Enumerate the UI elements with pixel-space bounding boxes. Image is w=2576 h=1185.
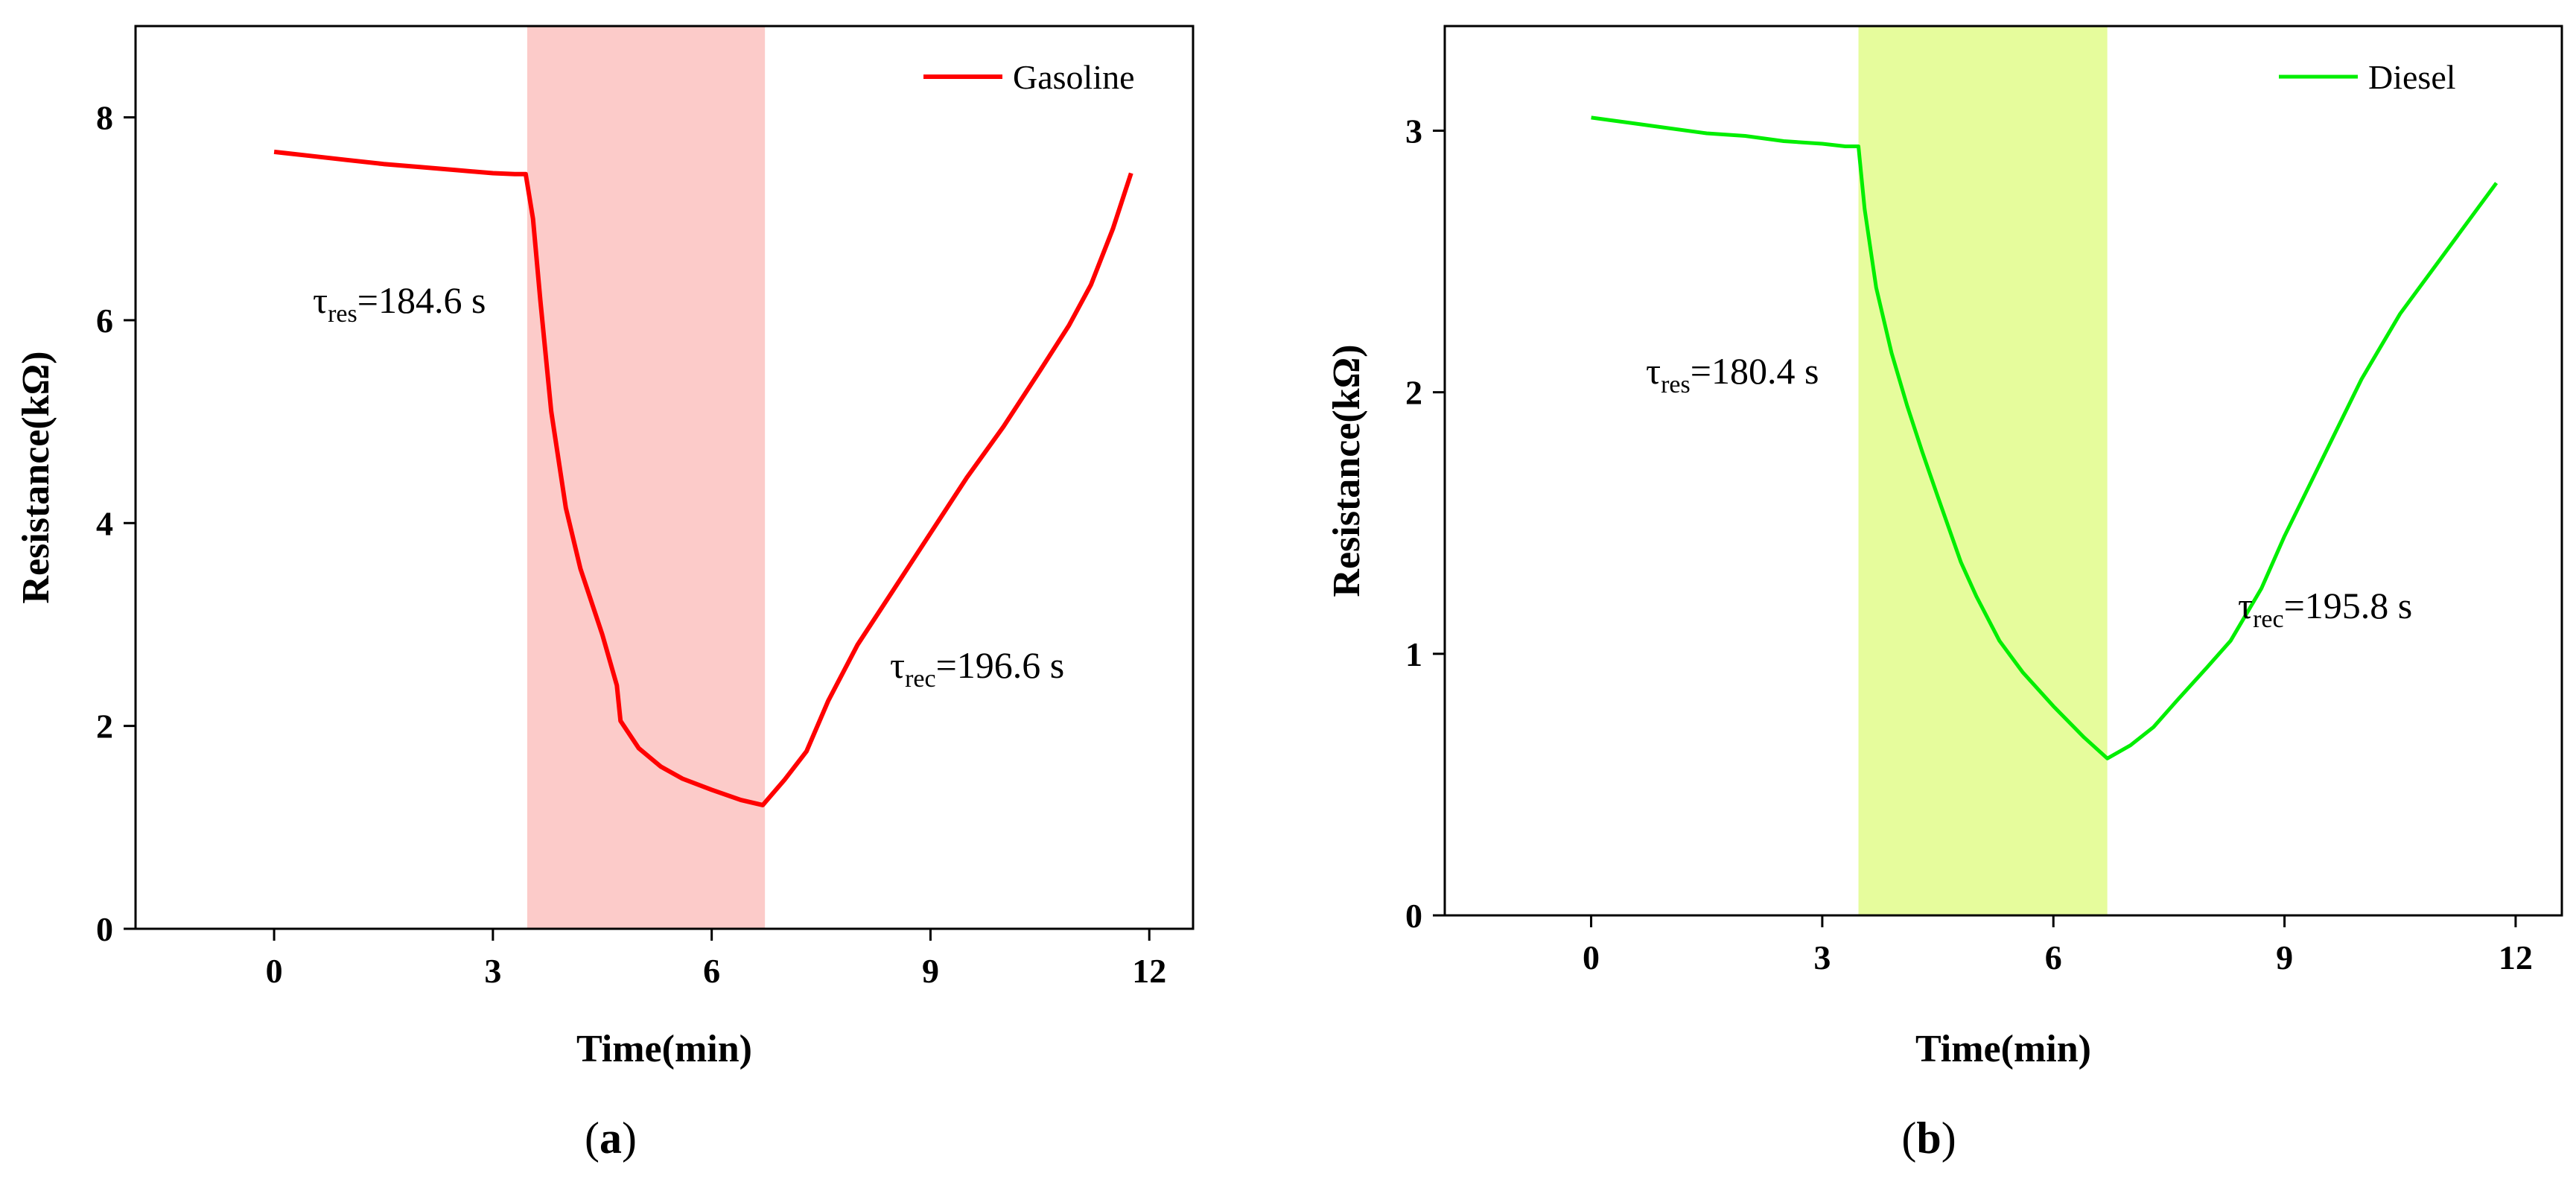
y-tick-label: 2: [1405, 374, 1422, 412]
y-tick-label: 1: [1405, 635, 1422, 673]
x-axis-title-b: Time(min): [1915, 1028, 2091, 1070]
panel-label-a: (a): [585, 1113, 637, 1163]
recovery-time-annotation-a: τrec=196.6 s: [890, 644, 1064, 693]
legend-label-gasoline: Gasoline: [1013, 58, 1135, 96]
y-tick-label: 4: [96, 504, 113, 542]
legend-b: Diesel: [2279, 58, 2456, 96]
x-tick-label: 0: [1583, 938, 1600, 976]
plot-frame-a: [134, 25, 1195, 930]
y-axis-title-a: Resistance(kΩ): [15, 351, 57, 603]
y-axis-title-b: Resistance(kΩ): [1326, 344, 1368, 597]
y-tick-label: 0: [96, 910, 113, 948]
gasoline-series-line: [273, 149, 1133, 807]
x-tick-label: 9: [2276, 938, 2293, 976]
exposure-region-b: [1858, 26, 2108, 915]
x-tick-label: 3: [484, 952, 501, 990]
y-tick-label: 0: [1405, 897, 1422, 935]
x-tick-label: 12: [1132, 952, 1166, 990]
response-time-annotation-b: τres=180.4 s: [1646, 350, 1819, 398]
panel-label-b: (b): [1901, 1113, 1956, 1163]
x-axis-title-a: Time(min): [576, 1028, 752, 1070]
x-tick-label: 12: [2499, 938, 2533, 976]
y-tick-label: 6: [96, 302, 113, 340]
x-tick-label: 3: [1813, 938, 1831, 976]
legend-a: Gasoline: [923, 58, 1135, 96]
legend-label-diesel: Diesel: [2368, 58, 2456, 96]
recovery-time-annotation-b: τrec=195.8 s: [2238, 585, 2412, 633]
y-tick-label: 8: [96, 99, 113, 137]
plot-frame-b: [1443, 25, 2563, 917]
x-tick-label: 0: [266, 952, 283, 990]
x-tick-label: 9: [922, 952, 939, 990]
y-tick-label: 3: [1405, 112, 1422, 150]
response-time-annotation-a: τres=184.6 s: [313, 279, 486, 328]
diesel-series-line: [1591, 115, 2499, 760]
exposure-region-a: [527, 26, 766, 929]
chart-panel-a: 0 3 6 9 12 0 2 4 6 8 Gasoline τres=184.6 s τrec=…: [15, 25, 1195, 1163]
y-tick-label: 2: [96, 708, 113, 746]
x-tick-label: 6: [2045, 938, 2062, 976]
x-tick-label: 6: [703, 952, 720, 990]
